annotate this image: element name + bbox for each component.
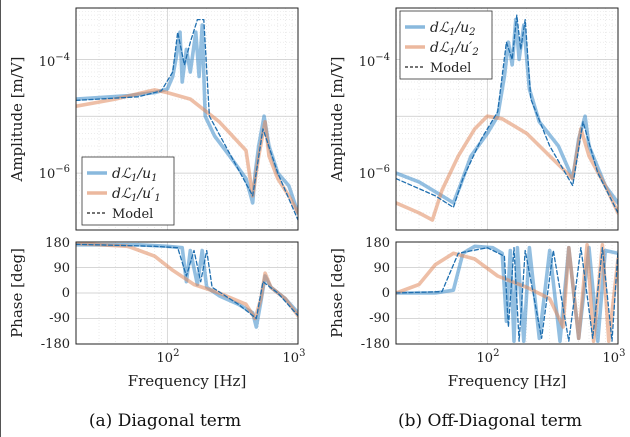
- amp-series-model-a: [76, 18, 298, 221]
- legend-label-model-b: Model: [430, 61, 471, 76]
- legend-label-model-a: Model: [112, 207, 153, 222]
- legend-label-du1p-a: dℒ1/u′1: [112, 186, 161, 204]
- amp-tick-1e-4-b: 10−4: [359, 52, 390, 70]
- amp-axis-label-a: Amplitude [m/V]: [8, 56, 26, 182]
- legend-label-du2-b: dℒ1/u2: [430, 20, 476, 38]
- legend-b: dℒ1/u2 dℒ1/u′2 Model: [399, 10, 493, 80]
- x-tick-100-b: 102: [477, 348, 500, 366]
- x-tick-100-a: 102: [157, 348, 180, 366]
- phase-tick-neg90-b: -90: [369, 311, 390, 326]
- phase-tick-neg90-a: -90: [49, 311, 70, 326]
- phase-series-model-a: [76, 243, 298, 320]
- phase-series-model-b: [396, 247, 618, 342]
- x-tick-1000-a: 103: [283, 348, 306, 366]
- phase-tick-90-a: 90: [53, 261, 70, 276]
- amp-tick-1e-6-a: 10−6: [39, 164, 70, 182]
- phase-axes-frame-a: [75, 241, 299, 345]
- amp-tick-1e-4-a: 10−4: [39, 52, 70, 70]
- phase-grid-a: [75, 241, 299, 345]
- legend-a: dℒ1/u1 dℒ1/u′1 Model: [81, 156, 175, 226]
- phase-tick-0-b: 0: [382, 286, 390, 301]
- phase-axis-label-b: Phase [deg]: [328, 248, 346, 338]
- phase-axis-label-a: Phase [deg]: [8, 248, 26, 338]
- phase-tick-90-b: 90: [373, 261, 390, 276]
- x-axis-label-a: Frequency [Hz]: [128, 372, 247, 390]
- phase-lines-a: [76, 242, 298, 329]
- phase-tick-neg180-b: -180: [361, 337, 390, 352]
- phase-tick-180-a: 180: [45, 236, 70, 251]
- caption-a: (a) Diagonal term: [89, 411, 241, 431]
- amp-series-dl1-u1-a: [76, 23, 298, 215]
- amp-series-dl1-u1--a: [76, 88, 298, 215]
- x-axis-label-b: Frequency [Hz]: [448, 372, 567, 390]
- phase-series-dl1-u1--a: [76, 242, 298, 321]
- amp-axis-label-b: Amplitude [m/V]: [328, 56, 346, 182]
- amplitude-lines-b: [396, 14, 618, 222]
- caption-b: (b) Off-Diagonal term: [398, 411, 582, 431]
- legend-label-du2p-b: dℒ1/u′2: [430, 40, 479, 58]
- phase-tick-180-b: 180: [365, 236, 390, 251]
- amp-tick-1e-6-b: 10−6: [359, 164, 390, 182]
- subfigure-off-diagonal: 10−4 10−6 180 90 0 -90 -180 102 103 Freq…: [328, 7, 626, 431]
- amp-axes-frame-b: [395, 7, 619, 231]
- subfigure-diagonal: 10−4 10−6 180 90 0 -90 -180 102 103 Freq…: [8, 7, 306, 431]
- phase-tick-0-a: 0: [62, 286, 70, 301]
- legend-label-du1-a: dℒ1/u1: [112, 166, 158, 184]
- x-tick-1000-b: 103: [603, 348, 626, 366]
- phase-lines-b: [396, 243, 618, 344]
- amp-axes-frame-a: [75, 7, 299, 231]
- phase-axes-frame-b: [395, 241, 619, 345]
- amp-series-dl1-u2--b: [396, 114, 618, 222]
- phase-tick-neg180-a: -180: [41, 337, 70, 352]
- amplitude-lines-a: [76, 18, 298, 221]
- amp-series-model-b: [396, 14, 618, 214]
